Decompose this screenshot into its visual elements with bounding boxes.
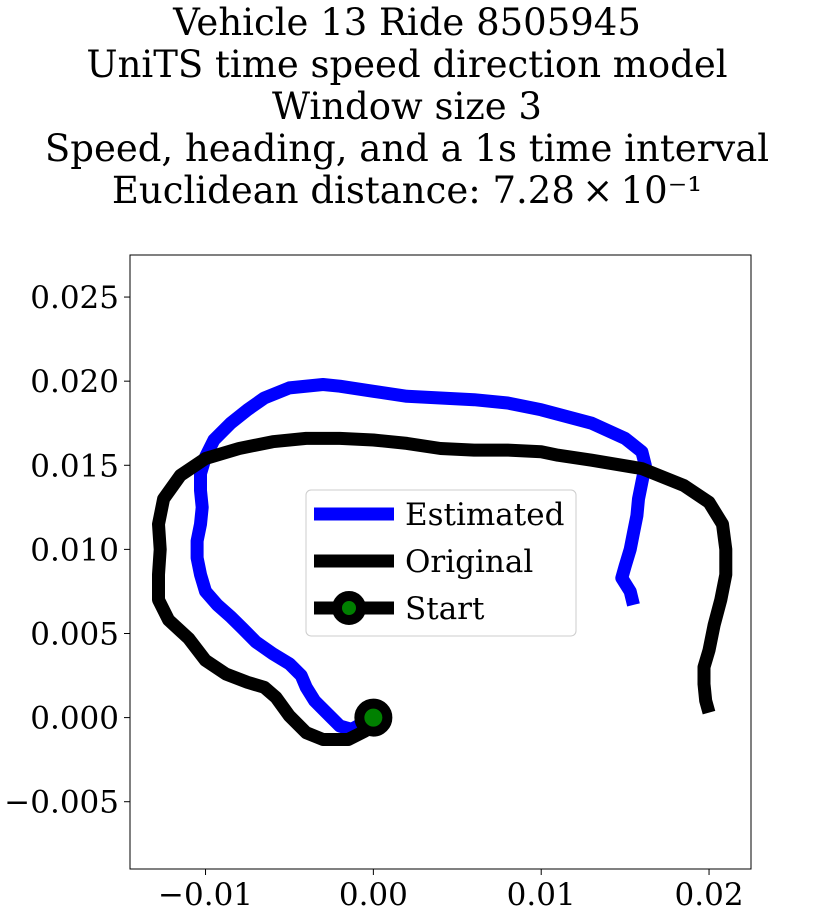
y-tick-label: −0.005 [4,785,119,821]
legend-label-start: Start [405,591,485,627]
legend-label-estimated: Estimated [405,497,564,533]
legend: Estimated Original Start [305,489,577,637]
legend-marker-start [332,591,366,625]
title-line-3: Window size 3 [272,85,542,128]
x-tick-label: 0.02 [675,877,744,913]
start-marker [354,698,393,737]
y-tick-label: 0.005 [30,616,119,652]
y-tick-label: 0.025 [30,280,119,316]
x-tick-label: 0.01 [507,877,576,913]
title-line-5: Euclidean distance: 7.28 × 10⁻¹ [111,169,703,212]
series-line-estimated [190,378,652,736]
chart-title: Vehicle 13 Ride 8505945 UniTS time speed… [0,2,814,212]
ticks-layer: −0.01 0.00 0.01 0.02 −0.005 0.000 0.005 0.010 0.… [4,280,743,913]
title-line-4: Speed, heading, and a 1s time interval [44,127,770,170]
x-tick-label: −0.01 [158,877,253,913]
title-line-1: Vehicle 13 Ride 8505945 [173,1,641,44]
y-tick-label: 0.010 [30,532,119,568]
y-tick-label: 0.015 [30,448,119,484]
x-tick-label: 0.00 [339,877,408,913]
series-layer [152,378,733,746]
legend-box [305,489,577,637]
axes-frame [129,254,752,870]
title-line-2: UniTS time speed direction model [86,43,728,86]
series-line-original [152,431,733,746]
y-tick-label: 0.020 [30,364,119,400]
y-tick-label: 0.000 [30,701,119,737]
legend-label-original: Original [405,544,533,580]
